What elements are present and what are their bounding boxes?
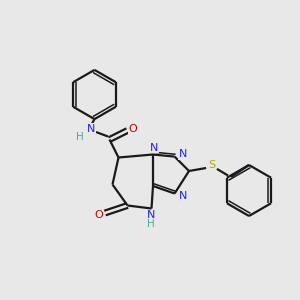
Text: N: N [179,191,187,201]
Text: O: O [128,124,137,134]
Text: H: H [147,219,155,229]
Text: N: N [147,210,155,220]
Text: O: O [94,210,103,220]
Text: N: N [87,124,96,134]
Text: N: N [179,149,187,159]
Text: N: N [150,143,159,153]
Text: H: H [76,131,84,142]
Text: S: S [208,160,215,170]
